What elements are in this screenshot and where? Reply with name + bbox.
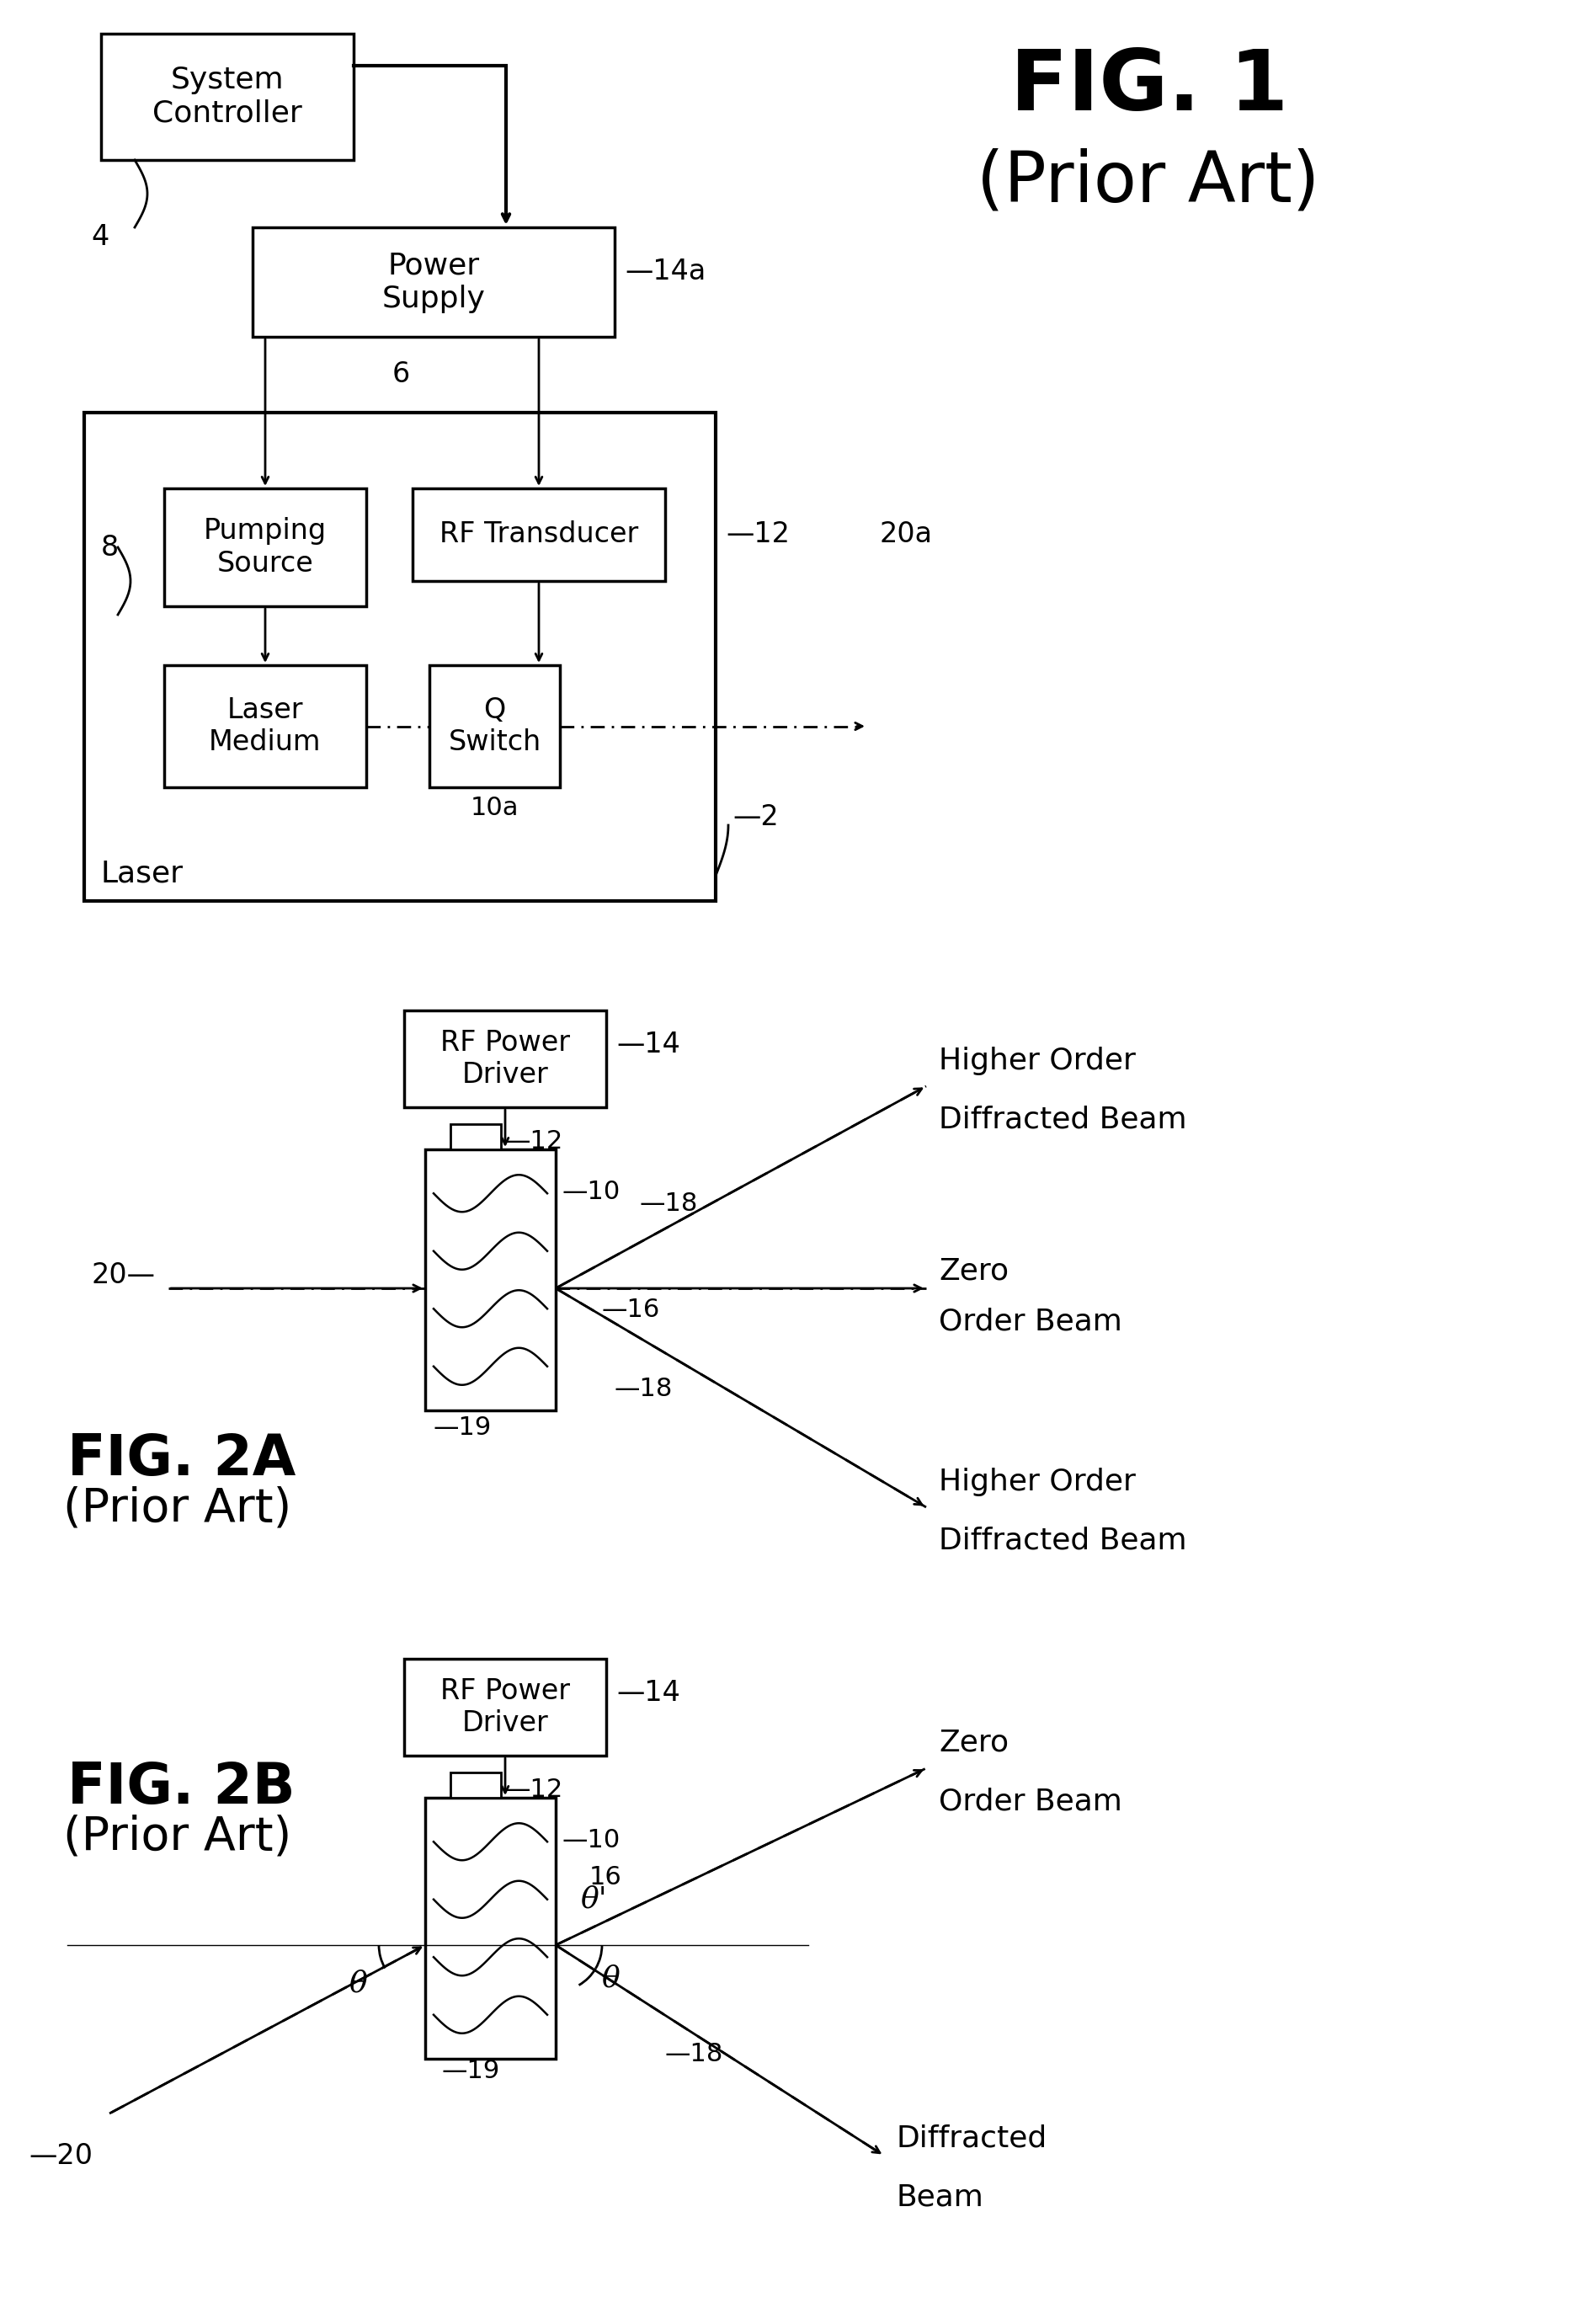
Text: Higher Order: Higher Order <box>938 1046 1136 1076</box>
Text: θ: θ <box>348 1968 367 1996</box>
Text: Diffracted Beam: Diffracted Beam <box>938 1106 1186 1134</box>
Text: Laser
Medium: Laser Medium <box>209 697 321 755</box>
Text: 8: 8 <box>101 535 119 560</box>
Text: Order Beam: Order Beam <box>938 1787 1122 1817</box>
Text: —19: —19 <box>441 2059 500 2085</box>
Text: RF Transducer: RF Transducer <box>440 521 638 548</box>
Bar <box>451 1773 501 1799</box>
Text: System
Controller: System Controller <box>152 65 302 128</box>
Text: Pumping
Source: Pumping Source <box>204 518 327 576</box>
Bar <box>165 488 367 607</box>
Text: FIG. 2B: FIG. 2B <box>68 1759 296 1815</box>
Text: Beam: Beam <box>897 2182 984 2212</box>
Text: 20a: 20a <box>880 521 933 548</box>
Bar <box>429 665 560 788</box>
Text: Zero: Zero <box>938 1257 1009 1285</box>
Text: FIG. 2A: FIG. 2A <box>68 1432 296 1487</box>
Text: θ': θ' <box>581 1885 607 1913</box>
Bar <box>165 665 367 788</box>
Text: Laser: Laser <box>101 860 184 888</box>
Text: RF Power
Driver: RF Power Driver <box>440 1030 570 1090</box>
Text: —10: —10 <box>563 1827 620 1852</box>
Text: —12: —12 <box>505 1129 563 1153</box>
Bar <box>413 488 664 581</box>
Text: (Prior Art): (Prior Art) <box>63 1815 291 1859</box>
Text: —14a: —14a <box>625 258 706 286</box>
Text: —12: —12 <box>726 521 789 548</box>
Text: (Prior Art): (Prior Art) <box>976 146 1319 216</box>
Text: (Prior Art): (Prior Art) <box>63 1485 291 1532</box>
Text: Diffracted: Diffracted <box>897 2124 1047 2152</box>
Text: —18: —18 <box>639 1192 698 1215</box>
Text: Zero: Zero <box>938 1729 1009 1757</box>
Bar <box>403 1659 606 1755</box>
Bar <box>84 414 715 902</box>
Text: —18: —18 <box>664 2043 723 2066</box>
Text: —16: —16 <box>603 1297 660 1322</box>
Text: θ: θ <box>601 1964 620 1994</box>
Text: —19: —19 <box>433 1415 492 1439</box>
Text: Order Beam: Order Beam <box>938 1308 1122 1336</box>
Bar <box>101 33 354 160</box>
Text: —20: —20 <box>28 2143 93 2171</box>
Bar <box>253 228 615 337</box>
Text: 16: 16 <box>590 1866 622 1889</box>
Text: —12: —12 <box>505 1778 563 1801</box>
Text: RF Power
Driver: RF Power Driver <box>440 1678 570 1738</box>
Text: 4: 4 <box>90 223 109 251</box>
Text: —2: —2 <box>732 802 778 830</box>
Bar <box>426 1799 555 2059</box>
Text: FIG. 1: FIG. 1 <box>1011 46 1288 128</box>
Bar <box>403 1011 606 1106</box>
Bar <box>451 1125 501 1150</box>
Text: —14: —14 <box>617 1678 680 1706</box>
Text: —10: —10 <box>563 1178 620 1204</box>
Text: Higher Order: Higher Order <box>938 1469 1136 1497</box>
Text: Q
Switch: Q Switch <box>448 697 541 755</box>
Text: 20—: 20— <box>92 1262 155 1290</box>
Text: 10a: 10a <box>470 797 519 820</box>
Text: —14: —14 <box>617 1030 680 1057</box>
Text: 6: 6 <box>392 360 410 388</box>
Text: Diffracted Beam: Diffracted Beam <box>938 1527 1186 1555</box>
Bar <box>426 1150 555 1411</box>
Text: —18: —18 <box>615 1378 672 1401</box>
Text: Power
Supply: Power Supply <box>381 251 486 314</box>
